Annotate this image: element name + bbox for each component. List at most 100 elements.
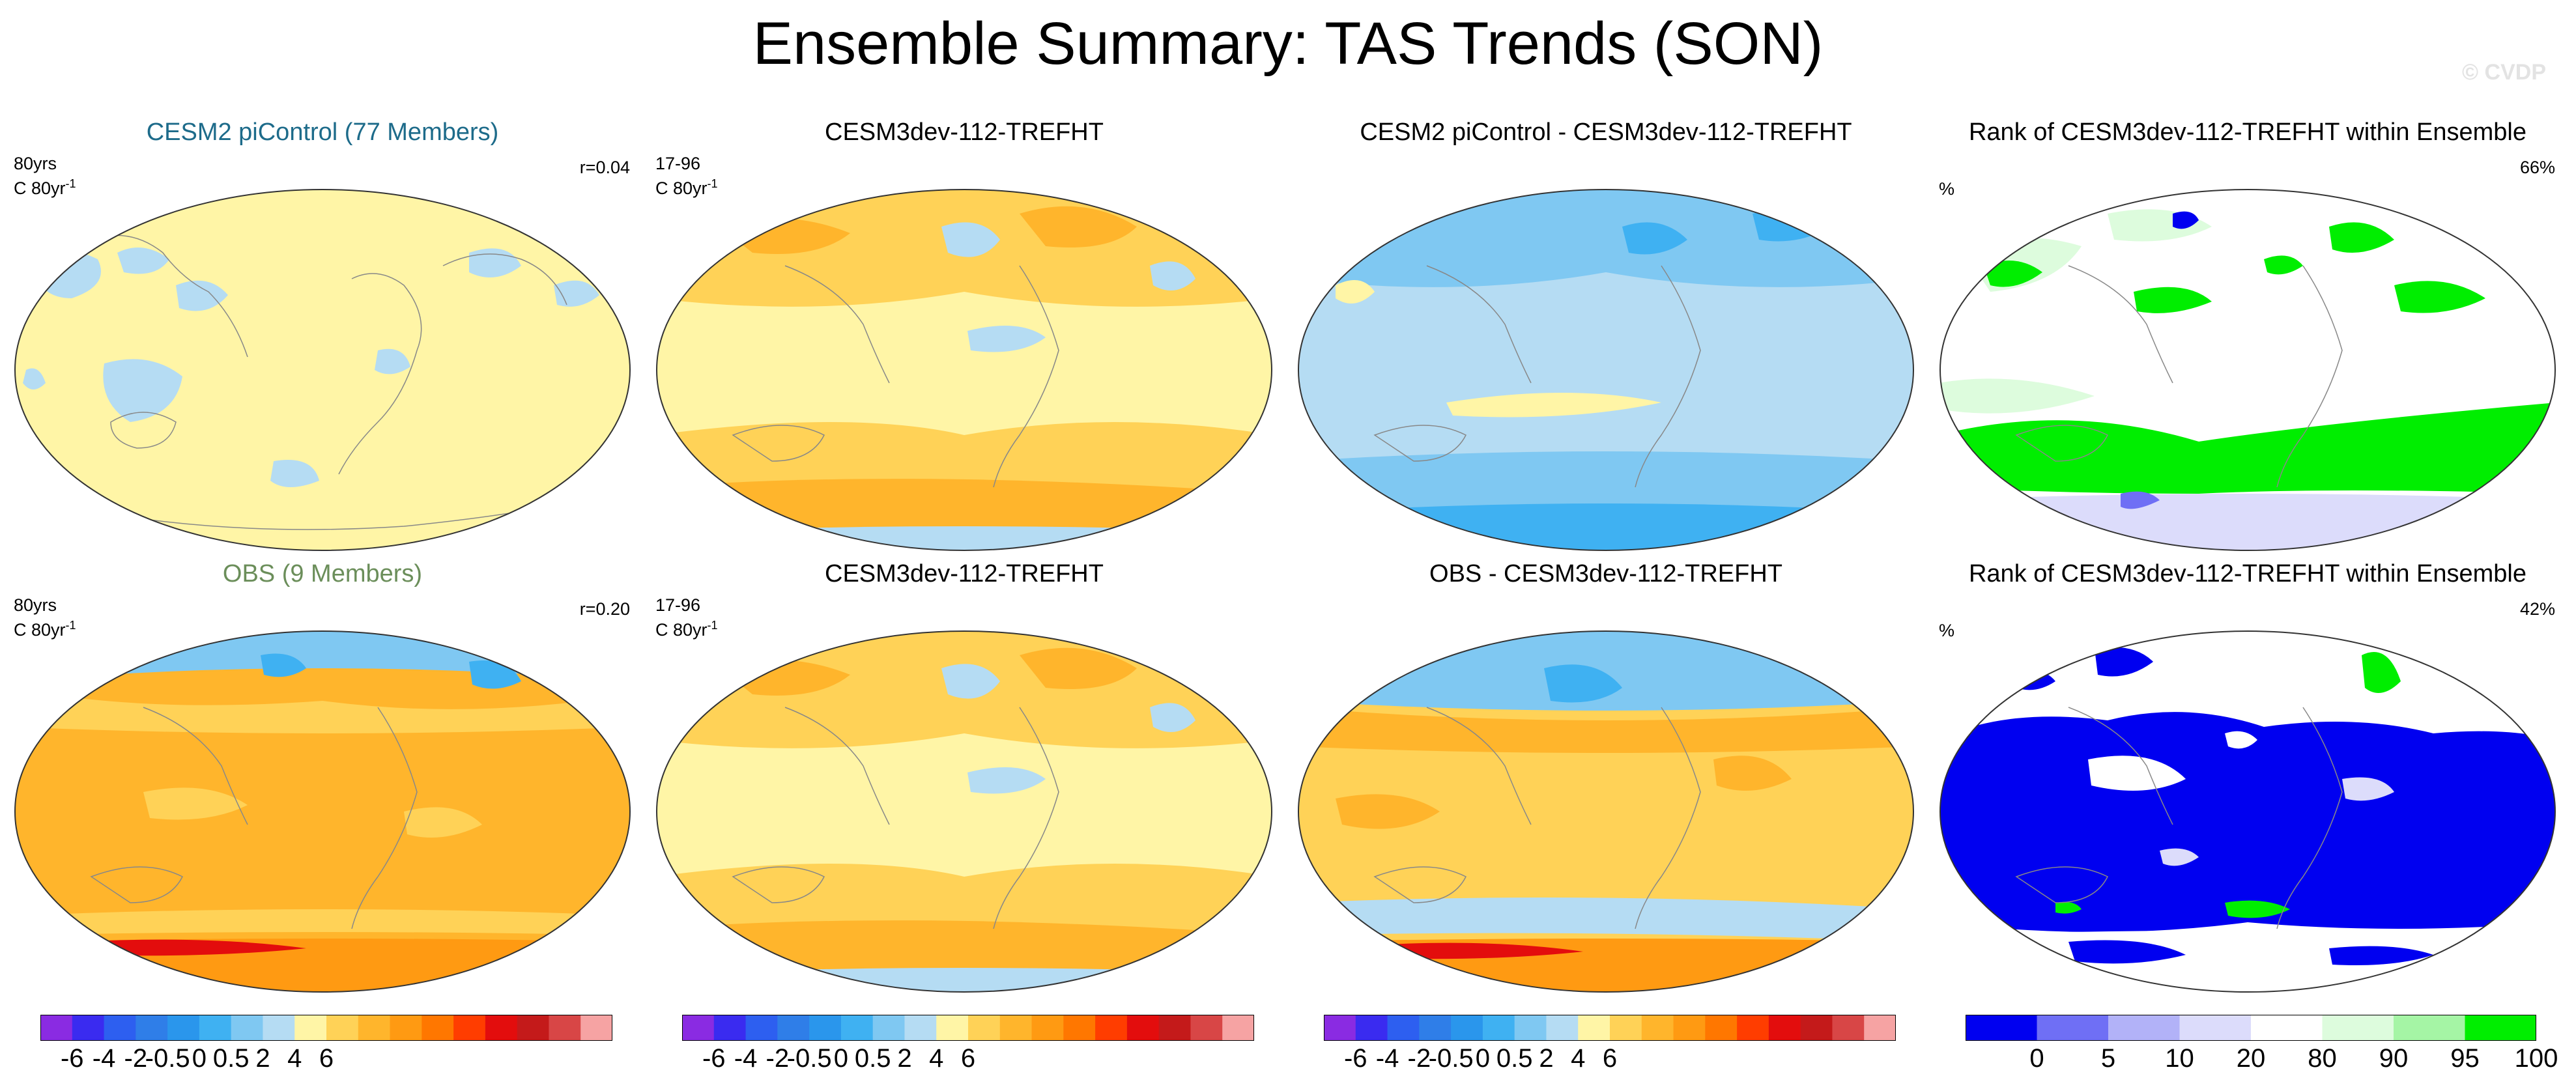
- trend-map: [656, 189, 1272, 551]
- colorbar-swatch: [777, 1015, 810, 1041]
- period-label: 17-96 C 80yr-1: [655, 154, 718, 199]
- colorbar-swatch: [1800, 1015, 1833, 1041]
- colorbar-swatch: [326, 1015, 359, 1041]
- colorbar-swatches: [682, 1015, 1254, 1041]
- colorbar-swatch: [517, 1015, 549, 1041]
- colorbar-tick-label: -4: [92, 1044, 116, 1073]
- colorbar-swatch: [1095, 1015, 1128, 1041]
- colorbar-frame: [1966, 1015, 2536, 1041]
- colorbar-swatch: [453, 1015, 486, 1041]
- colorbar-swatch: [809, 1015, 842, 1041]
- colorbar-swatches: [1324, 1015, 1896, 1041]
- colorbar-frame: [40, 1015, 612, 1041]
- colorbar-swatch: [840, 1015, 874, 1041]
- colorbar-swatch: [1673, 1015, 1706, 1041]
- colorbar-tick-labels: 0 5 10 20 80 90 95 100: [1966, 1043, 2558, 1075]
- colorbar-swatch: [549, 1015, 581, 1041]
- units-label: C 80yr-1: [14, 619, 76, 640]
- colorbar-trend-3: -6 -4 -2 -0.5 0 0.5 2 4 6: [1324, 1015, 1896, 1073]
- colorbar-tick-label: 10: [2165, 1044, 2194, 1073]
- panel-picontrol-minus-cesm3dev: CESM2 piControl - CESM3dev-112-TREFHT: [1287, 117, 1925, 560]
- units-label: C 80yr-1: [655, 177, 718, 198]
- colorbar-swatch: [390, 1015, 422, 1041]
- colorbar-swatch: [1966, 1015, 2037, 1041]
- colorbar-swatch: [682, 1015, 715, 1041]
- colorbar-tick-label: 0: [192, 1044, 207, 1073]
- panel-title: CESM2 piControl (77 Members): [146, 119, 499, 146]
- colorbar-swatch: [1126, 1015, 1160, 1041]
- colorbar-tick-label: -0.5: [1428, 1044, 1474, 1073]
- colorbar-swatch: [1578, 1015, 1610, 1041]
- colorbar-rank: 0 5 10 20 80 90 95 100: [1966, 1015, 2558, 1073]
- rank-percent: 66%: [2519, 158, 2555, 177]
- colorbar-tick-label: 90: [2379, 1044, 2409, 1073]
- colorbar-swatch: [2322, 1015, 2394, 1041]
- colorbar-swatch: [294, 1015, 327, 1041]
- colorbar-swatch: [1610, 1015, 1642, 1041]
- colorbar-swatch: [2394, 1015, 2465, 1041]
- panel-cesm2-picontrol: CESM2 piControl (77 Members) 80yrs C 80y…: [3, 117, 642, 560]
- difference-map: [1298, 630, 1914, 993]
- colorbar-swatch: [1641, 1015, 1674, 1041]
- colorbar-swatch: [358, 1015, 391, 1041]
- colorbar-swatch: [72, 1015, 105, 1041]
- period-years: 80yrs: [14, 595, 57, 615]
- panel-rank-bottom: Rank of CESM3dev-112-TREFHT within Ensem…: [1928, 559, 2567, 1002]
- colorbar-swatch: [968, 1015, 1001, 1041]
- colorbar-swatch: [40, 1015, 73, 1041]
- units-label: C 80yr-1: [14, 177, 76, 198]
- period-years: 17-96: [655, 154, 701, 173]
- colorbar-swatch: [904, 1015, 937, 1041]
- colorbar-tick-labels: -6 -4 -2 -0.5 0 0.5 2 4 6: [40, 1043, 612, 1075]
- colorbar-swatch: [1222, 1015, 1254, 1041]
- colorbar-tick-label: -2: [766, 1044, 790, 1073]
- colorbar-tick-label: -6: [702, 1044, 726, 1073]
- colorbar-swatch: [1482, 1015, 1515, 1041]
- colorbar-tick-label: 4: [287, 1044, 302, 1073]
- colorbar-tick-label: 0: [2029, 1044, 2044, 1073]
- panel-cesm3dev-trend-bottom: CESM3dev-112-TREFHT 17-96 C 80yr-1: [645, 559, 1283, 1002]
- panel-obs: OBS (9 Members) 80yrs C 80yr-1 r=0.20: [3, 559, 642, 1002]
- colorbar-swatch: [2179, 1015, 2252, 1041]
- colorbar-swatch: [167, 1015, 200, 1041]
- colorbar-swatch: [1158, 1015, 1191, 1041]
- panel-title: CESM2 piControl - CESM3dev-112-TREFHT: [1360, 119, 1852, 146]
- period-label: 80yrs C 80yr-1: [14, 154, 76, 199]
- colorbar-swatch: [2465, 1015, 2536, 1041]
- percent-unit-label: %: [1939, 621, 1955, 640]
- colorbar-swatch: [263, 1015, 295, 1041]
- period-label: 80yrs C 80yr-1: [14, 595, 76, 640]
- colorbar-tick-label: -6: [60, 1044, 84, 1073]
- colorbar-swatch: [1063, 1015, 1096, 1041]
- colorbar-swatch: [2108, 1015, 2180, 1041]
- period-label: 17-96 C 80yr-1: [655, 595, 718, 640]
- colorbar-swatch: [936, 1015, 969, 1041]
- colorbar-swatches: [40, 1015, 612, 1041]
- colorbar-swatch: [1514, 1015, 1547, 1041]
- panel-obs-minus-cesm3dev: OBS - CESM3dev-112-TREFHT: [1287, 559, 1925, 1002]
- colorbar-swatch: [231, 1015, 263, 1041]
- colorbar-tick-label: 6: [319, 1044, 334, 1073]
- colorbar-tick-label: -4: [734, 1044, 758, 1073]
- colorbar-tick-label: 0.5: [854, 1044, 891, 1073]
- colorbar-tick-label: -4: [1375, 1044, 1399, 1073]
- colorbar-tick-label: 4: [929, 1044, 944, 1073]
- rank-percent: 42%: [2519, 599, 2555, 619]
- panel-title: OBS (9 Members): [222, 560, 423, 587]
- colorbar-trend-1: -6 -4 -2 -0.5 0 0.5 2 4 6: [40, 1015, 612, 1073]
- colorbar-swatch: [136, 1015, 168, 1041]
- period-years: 80yrs: [14, 154, 57, 173]
- colorbar-tick-label: -2: [1407, 1044, 1431, 1073]
- colorbar-swatch: [580, 1015, 612, 1041]
- difference-map: [1298, 189, 1914, 551]
- colorbar-swatch: [1355, 1015, 1388, 1041]
- panel-title: Rank of CESM3dev-112-TREFHT within Ensem…: [1968, 560, 2527, 587]
- colorbar-tick-label: 2: [255, 1044, 270, 1073]
- colorbar-tick-label: 0.5: [212, 1044, 250, 1073]
- colorbar-frame: [1324, 1015, 1896, 1041]
- units-label: C 80yr-1: [655, 619, 718, 640]
- trend-map: [14, 630, 631, 993]
- rank-map: [1939, 630, 2556, 993]
- colorbar-tick-label: 4: [1571, 1044, 1586, 1073]
- colorbar-swatch: [1864, 1015, 1896, 1041]
